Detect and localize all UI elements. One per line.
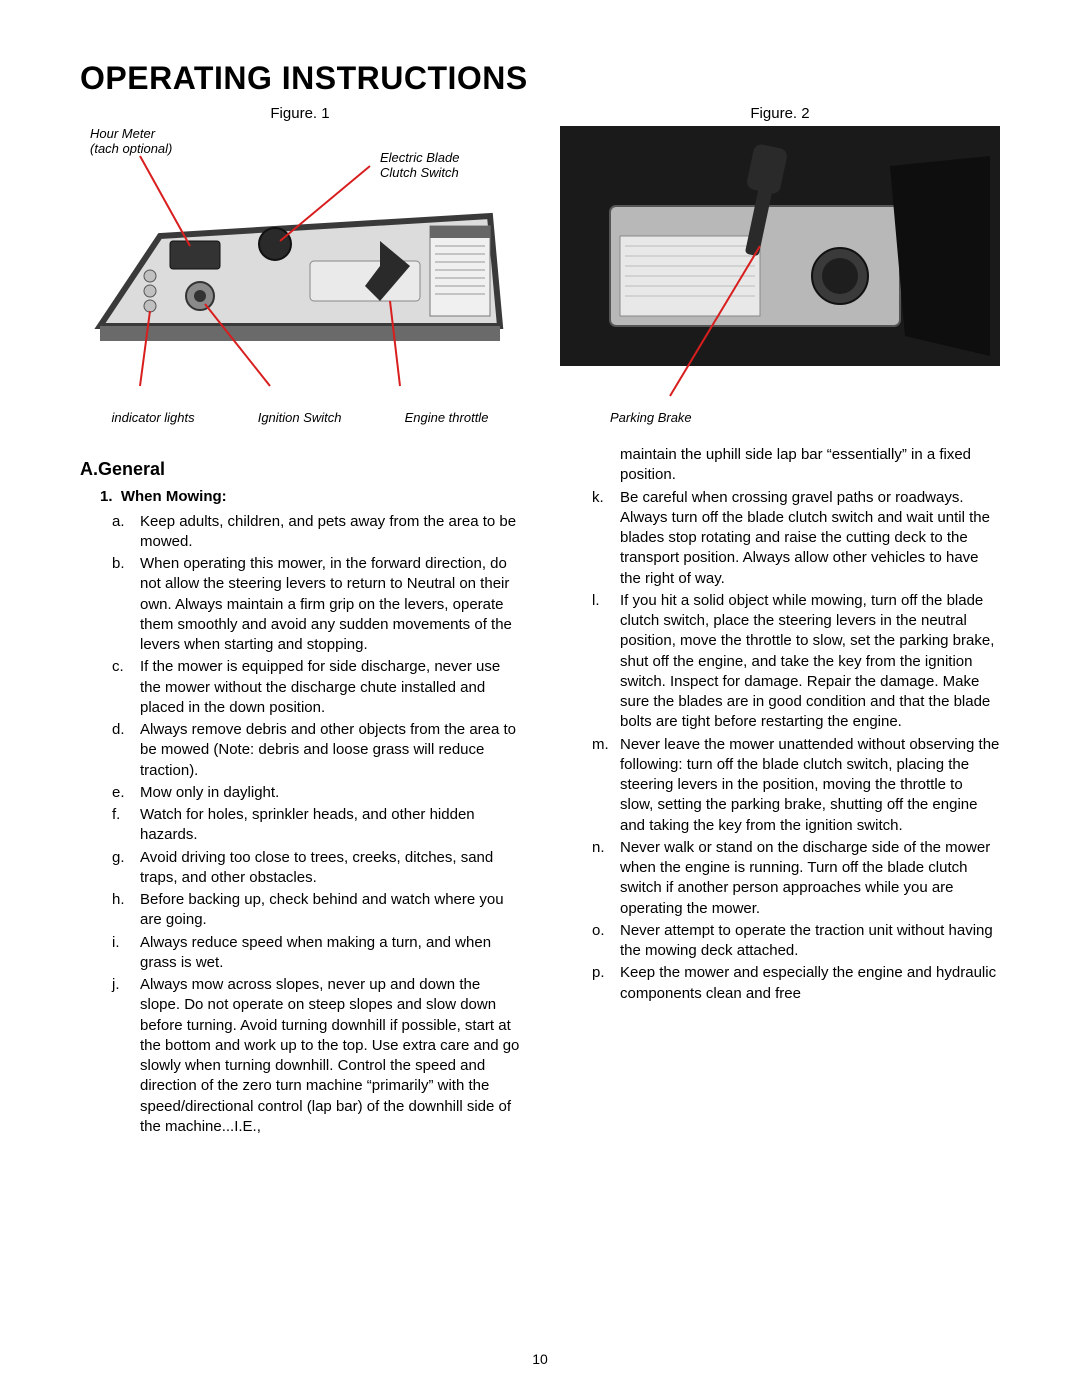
list-text: Watch for holes, sprinkler heads, and ot… — [140, 806, 475, 843]
fig1-label-electric-blade: Electric Blade Clutch Switch — [380, 150, 459, 180]
list-text: Be careful when crossing gravel paths or… — [620, 489, 990, 587]
figure-2: Figure. 2 — [560, 105, 1000, 425]
section-heading: A.General — [80, 457, 520, 481]
fig1-label-indicator-lights: indicator lights — [112, 410, 195, 425]
list-text: Keep the mower and especially the engine… — [620, 964, 996, 1001]
list-item: l.If you hit a solid object while mowing… — [620, 591, 1000, 733]
page-number: 10 — [0, 1351, 1080, 1367]
text-columns: A.General 1. When Mowing: a.Keep adults,… — [80, 445, 1000, 1139]
list-marker: d. — [112, 720, 136, 740]
column-right: maintain the uphill side lap bar “essent… — [560, 445, 1000, 1139]
list-text: If the mower is equipped for side discha… — [140, 658, 500, 716]
subsection-heading: 1. When Mowing: — [100, 487, 520, 507]
column-left: A.General 1. When Mowing: a.Keep adults,… — [80, 445, 520, 1139]
list-text: Mow only in daylight. — [140, 784, 279, 801]
list-marker: g. — [112, 848, 136, 868]
list-marker: m. — [592, 735, 616, 755]
list-item: j.Always mow across slopes, never up and… — [140, 975, 520, 1137]
list-item: d.Always remove debris and other objects… — [140, 720, 520, 781]
list-text: When operating this mower, in the forwar… — [140, 555, 512, 653]
list-marker: l. — [592, 591, 616, 611]
list-marker: a. — [112, 512, 136, 532]
list-marker: h. — [112, 890, 136, 910]
list-item: c.If the mower is equipped for side disc… — [140, 657, 520, 718]
list-text: Keep adults, children, and pets away fro… — [140, 513, 516, 550]
list-text: Never leave the mower unattended without… — [620, 736, 999, 834]
fig1-label-hour-meter: Hour Meter (tach optional) — [90, 126, 172, 156]
list-marker: f. — [112, 805, 136, 825]
list-item: m.Never leave the mower unattended witho… — [620, 735, 1000, 836]
list-item: p.Keep the mower and especially the engi… — [620, 963, 1000, 1004]
list-marker: o. — [592, 921, 616, 941]
subsection-title: When Mowing: — [121, 488, 227, 505]
list-item: k.Be careful when crossing gravel paths … — [620, 488, 1000, 589]
list-item: o.Never attempt to operate the traction … — [620, 921, 1000, 962]
list-text: Before backing up, check behind and watc… — [140, 891, 504, 928]
list-item: e.Mow only in daylight. — [140, 783, 520, 803]
figure-1: Figure. 1 — [80, 105, 520, 425]
figure-1-bottom-labels: indicator lights Ignition Switch Engine … — [80, 410, 520, 425]
list-item: a.Keep adults, children, and pets away f… — [140, 512, 520, 553]
figure-2-svg — [560, 126, 1000, 406]
figure-2-bottom-labels: Parking Brake — [560, 410, 1000, 425]
list-item: i.Always reduce speed when making a turn… — [140, 933, 520, 974]
list-marker: b. — [112, 554, 136, 574]
subsection-num: 1. — [100, 488, 113, 505]
list-marker: n. — [592, 838, 616, 858]
list-item: b.When operating this mower, in the forw… — [140, 554, 520, 655]
list-text: If you hit a solid object while mowing, … — [620, 592, 994, 731]
figure-1-image: Hour Meter (tach optional) Electric Blad… — [80, 126, 520, 406]
list-marker: k. — [592, 488, 616, 508]
list-item: f.Watch for holes, sprinkler heads, and … — [140, 805, 520, 846]
figure-1-caption: Figure. 1 — [270, 105, 329, 122]
figure-2-caption: Figure. 2 — [750, 105, 809, 122]
list-item: h.Before backing up, check behind and wa… — [140, 890, 520, 931]
list-text: Always remove debris and other objects f… — [140, 721, 516, 779]
col2-continuation: maintain the uphill side lap bar “essent… — [560, 445, 1000, 486]
list-text: Always reduce speed when making a turn, … — [140, 934, 491, 971]
fig1-label-ignition-switch: Ignition Switch — [258, 410, 342, 425]
page-title: OPERATING INSTRUCTIONS — [80, 60, 1000, 97]
list-marker: c. — [112, 657, 136, 677]
list-left: a.Keep adults, children, and pets away f… — [80, 512, 520, 1138]
list-text: Never walk or stand on the discharge sid… — [620, 839, 990, 917]
fig2-label-parking-brake: Parking Brake — [610, 410, 692, 425]
figures-row: Figure. 1 — [80, 105, 1000, 425]
list-marker: p. — [592, 963, 616, 983]
list-item: n.Never walk or stand on the discharge s… — [620, 838, 1000, 919]
list-marker: e. — [112, 783, 136, 803]
list-text: Always mow across slopes, never up and d… — [140, 976, 519, 1135]
list-text: Never attempt to operate the traction un… — [620, 922, 993, 959]
figure-2-image — [560, 126, 1000, 406]
list-text: Avoid driving too close to trees, creeks… — [140, 849, 493, 886]
fig1-label-engine-throttle: Engine throttle — [405, 410, 489, 425]
list-marker: i. — [112, 933, 136, 953]
list-item: g.Avoid driving too close to trees, cree… — [140, 848, 520, 889]
list-marker: j. — [112, 975, 136, 995]
list-right: k.Be careful when crossing gravel paths … — [560, 488, 1000, 1004]
